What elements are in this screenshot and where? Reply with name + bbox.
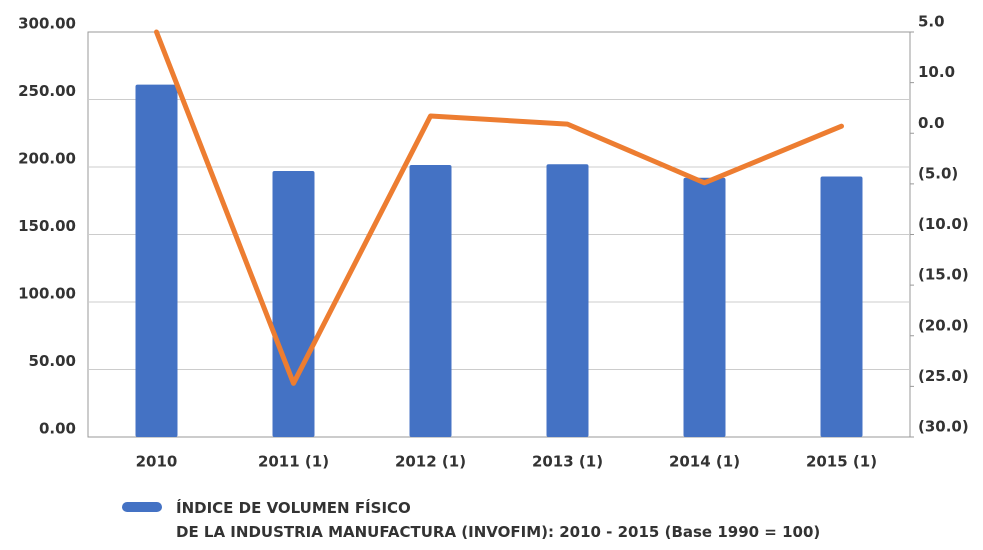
y-tick-label: 250.00 (18, 82, 76, 100)
y2-tick-label: (20.0) (918, 316, 969, 334)
chart: 0.00 50.00 100.00 150.00 200.00 250.00 300.00 5… (18, 13, 969, 471)
y2-tick-label: (10.0) (918, 215, 969, 233)
x-tick-label: 2015 (1) (806, 453, 877, 471)
bar (135, 84, 178, 438)
y-tick-label: 100.00 (18, 285, 76, 303)
y-tick-label: 150.00 (18, 217, 76, 235)
y-tick-label: 50.00 (29, 352, 76, 370)
x-tick-label: 2012 (1) (395, 453, 466, 471)
legend: ÍNDICE DE VOLUMEN FÍSICO DE LA INDUSTRIA… (122, 496, 820, 544)
y2-tick-label: (25.0) (918, 367, 969, 385)
line (154, 29, 844, 386)
x-tick-label: 2011 (1) (258, 453, 329, 471)
y-tick-label: 200.00 (18, 150, 76, 168)
y2-tick-label: (15.0) (918, 266, 969, 284)
bar (683, 177, 726, 438)
x-tick-label: 2010 (136, 453, 178, 471)
x-tick-label: 2013 (1) (532, 453, 603, 471)
y2-tick-label: 0.0 (918, 114, 945, 132)
bar (409, 164, 452, 437)
legend-label: ÍNDICE DE VOLUMEN FÍSICO DE LA INDUSTRIA… (176, 499, 821, 541)
y2-tick-label: 10.0 (918, 63, 955, 81)
bar (820, 176, 863, 437)
bar (272, 171, 315, 438)
bar (546, 164, 589, 438)
legend-key (122, 502, 162, 512)
y-tick-label: 0.00 (39, 420, 76, 438)
y2-tick-label: (30.0) (918, 418, 969, 436)
y2-tick-label: (5.0) (918, 164, 958, 182)
y2-tick-label: 5.0 (918, 13, 945, 31)
y-tick-label: 300.00 (18, 15, 76, 33)
x-tick-label: 2014 (1) (669, 453, 740, 471)
